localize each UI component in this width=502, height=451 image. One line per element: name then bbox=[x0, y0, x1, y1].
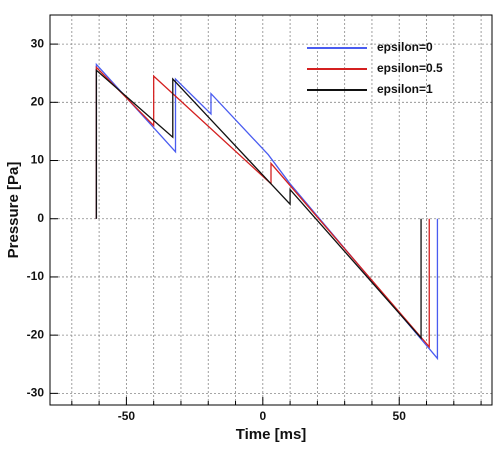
x-tick-label: -50 bbox=[118, 409, 136, 423]
y-tick-label: -20 bbox=[27, 327, 45, 341]
legend-label: epsilon=0 bbox=[377, 40, 433, 54]
y-tick-label: 0 bbox=[37, 211, 44, 225]
x-tick-label: 0 bbox=[259, 409, 266, 423]
series-line bbox=[95, 68, 422, 340]
legend-label: epsilon=0.5 bbox=[377, 61, 443, 75]
y-tick-label: -10 bbox=[27, 269, 45, 283]
x-tick-label: 50 bbox=[393, 409, 407, 423]
series-line bbox=[95, 65, 430, 349]
y-tick-label: 30 bbox=[31, 36, 45, 50]
y-tick-label: 10 bbox=[31, 153, 45, 167]
plot-frame bbox=[49, 14, 493, 406]
y-tick-label: -30 bbox=[27, 386, 45, 400]
x-axis-title: Time [ms] bbox=[236, 426, 307, 443]
y-tick-label: 20 bbox=[31, 94, 45, 108]
y-axis-title: Pressure [Pa] bbox=[5, 162, 22, 259]
legend-label: epsilon=1 bbox=[377, 82, 433, 96]
